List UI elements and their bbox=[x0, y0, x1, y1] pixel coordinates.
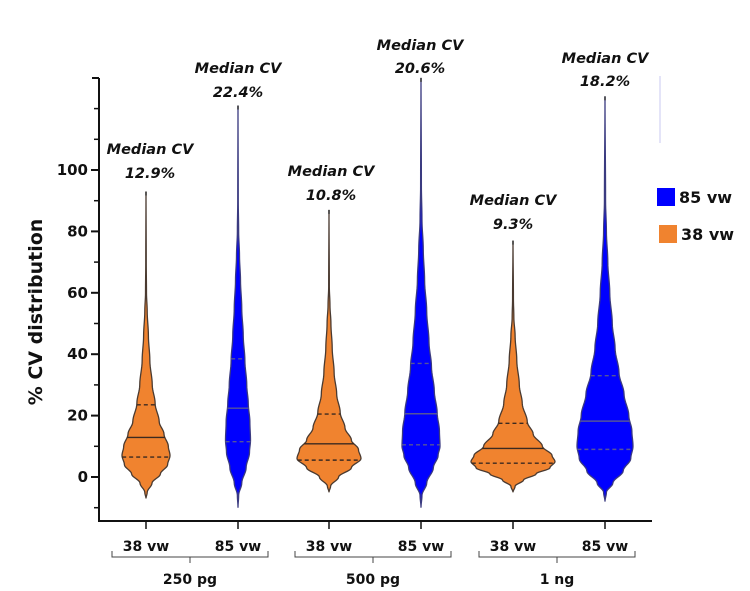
y-axis: 0 20 40 60 80 100 bbox=[57, 77, 100, 522]
x-category-label: 85 vw bbox=[398, 539, 444, 555]
median-annotation-title: Median CV bbox=[470, 193, 558, 209]
y-axis-title: % CV distribution bbox=[25, 219, 47, 406]
y-tick-label: 20 bbox=[67, 407, 88, 425]
group-label: 500 pg bbox=[346, 572, 400, 588]
y-tick-label: 60 bbox=[67, 284, 88, 302]
y-ticks: 0 20 40 60 80 100 bbox=[57, 77, 99, 509]
group-bracket bbox=[478, 551, 636, 563]
y-tick-label: 40 bbox=[67, 345, 88, 363]
violins-layer bbox=[121, 77, 634, 508]
violin bbox=[121, 191, 171, 499]
median-annotation-value: 18.2% bbox=[580, 74, 630, 90]
violin bbox=[296, 209, 362, 493]
violin-body bbox=[296, 209, 362, 493]
group-label: 1 ng bbox=[540, 572, 575, 588]
median-annotation-title: Median CV bbox=[562, 51, 650, 67]
y-tick-label: 80 bbox=[67, 222, 88, 240]
group-bracket bbox=[294, 551, 452, 563]
y-tick-label: 0 bbox=[78, 468, 88, 486]
violin-body bbox=[470, 240, 556, 493]
median-annotation-value: 12.9% bbox=[125, 166, 175, 182]
legend-swatch bbox=[659, 225, 677, 243]
group-bracket bbox=[111, 551, 269, 563]
violin-body bbox=[121, 191, 171, 499]
x-category-label: 85 vw bbox=[582, 539, 628, 555]
legend-label: 85 vw bbox=[679, 188, 732, 207]
median-annotation-value: 10.8% bbox=[306, 188, 356, 204]
violin bbox=[470, 240, 556, 493]
group-brackets: 250 pg 500 pg 1 ng bbox=[111, 551, 636, 588]
x-axis: 38 vw 85 vw 38 vw 85 vw 38 vw 85 vw 250 pg 500… bbox=[98, 520, 652, 588]
median-annotation-title: Median CV bbox=[288, 164, 376, 180]
violin-body bbox=[401, 77, 441, 508]
median-annotation-value: 20.6% bbox=[395, 61, 445, 77]
median-annotation-title: Median CV bbox=[107, 142, 195, 158]
violin bbox=[401, 77, 441, 508]
legend: 85 vw 38 vw bbox=[657, 188, 734, 244]
median-annotation-title: Median CV bbox=[195, 61, 283, 77]
x-category-label: 85 vw bbox=[215, 539, 261, 555]
violin-body bbox=[576, 96, 634, 502]
violin bbox=[224, 105, 252, 508]
violin-body bbox=[224, 105, 252, 508]
x-category-label: 38 vw bbox=[490, 539, 536, 555]
y-tick-label: 100 bbox=[57, 161, 88, 179]
x-ticks: 38 vw 85 vw 38 vw 85 vw 38 vw 85 vw bbox=[123, 521, 628, 555]
median-annotation-title: Median CV bbox=[377, 38, 465, 54]
legend-label: 38 vw bbox=[681, 225, 734, 244]
group-label: 250 pg bbox=[163, 572, 217, 588]
legend-swatch bbox=[657, 188, 675, 206]
violin bbox=[576, 96, 634, 502]
x-category-label: 38 vw bbox=[123, 539, 169, 555]
median-annotations: Median CV 12.9% Median CV 22.4% Median CV 10.… bbox=[107, 38, 650, 233]
x-category-label: 38 vw bbox=[306, 539, 352, 555]
median-annotation-value: 9.3% bbox=[493, 217, 533, 233]
median-annotation-value: 22.4% bbox=[213, 85, 263, 101]
